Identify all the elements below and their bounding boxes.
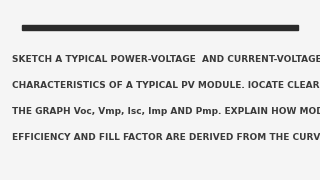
Text: EFFICIENCY AND FILL FACTOR ARE DERIVED FROM THE CURVES.: EFFICIENCY AND FILL FACTOR ARE DERIVED F… [12, 133, 320, 142]
Text: THE GRAPH Voc, Vmp, Isc, Imp AND Pmp. EXPLAIN HOW MODULE: THE GRAPH Voc, Vmp, Isc, Imp AND Pmp. EX… [12, 107, 320, 116]
Text: SKETCH A TYPICAL POWER-VOLTAGE  AND CURRENT-VOLTAGE CURVE: SKETCH A TYPICAL POWER-VOLTAGE AND CURRE… [12, 55, 320, 64]
Bar [22, 25, 298, 30]
Text: CHARACTERISTICS OF A TYPICAL PV MODULE. lOCATE CLEARLY ON: CHARACTERISTICS OF A TYPICAL PV MODULE. … [12, 81, 320, 90]
